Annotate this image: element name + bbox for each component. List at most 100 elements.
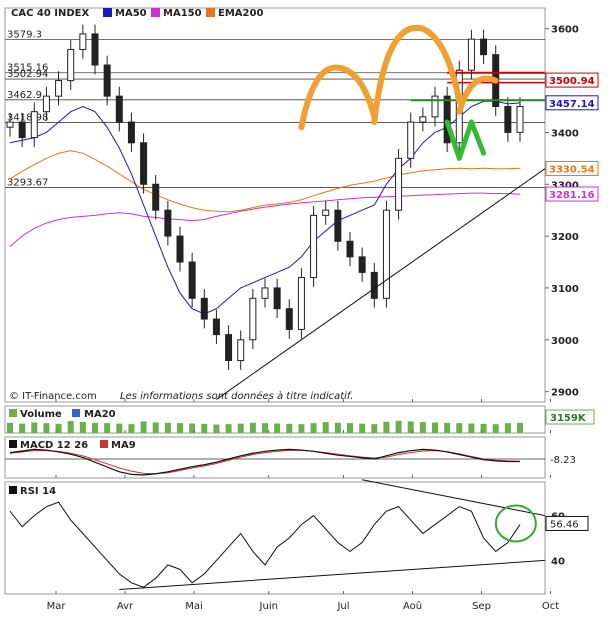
volume-bar <box>92 422 98 433</box>
candle-up <box>322 209 330 216</box>
legend-swatch <box>151 8 160 17</box>
footer-disclaimer: Les informations sont données à titre in… <box>120 390 353 402</box>
macd-line <box>9 448 520 476</box>
chart-title: CAC 40 INDEX <box>11 8 90 19</box>
volume-bar <box>480 423 487 433</box>
rsi-value-label: 56.46 <box>550 519 579 530</box>
rsi-panel-frame <box>4 481 546 595</box>
macd-panel-frame <box>4 436 546 479</box>
volume-bar <box>395 420 402 433</box>
volume-bar <box>432 422 438 433</box>
right-value-label: 3500.94 <box>549 76 595 87</box>
candle-up <box>67 48 75 82</box>
ma20-legend-label: MA20 <box>84 409 116 420</box>
candle-down <box>285 308 293 330</box>
volume-bar <box>31 422 38 433</box>
y-tick-label: 2900 <box>551 388 579 399</box>
volume-bar <box>164 422 171 433</box>
candle-down <box>225 334 233 362</box>
volume-bar <box>517 422 523 433</box>
y-tick-label: 3000 <box>551 336 579 347</box>
volume-bar <box>371 424 378 433</box>
volume-bar <box>334 422 341 433</box>
volume-legend-label: Volume <box>20 409 62 420</box>
volume-bar <box>43 423 50 433</box>
volume-bar <box>359 423 366 433</box>
volume-bar <box>128 424 135 433</box>
right-value-label: 3330.54 <box>549 164 595 175</box>
candle-up <box>516 106 524 133</box>
candle-down <box>480 38 488 56</box>
macd-value-label: -8.23 <box>550 455 576 466</box>
volume-bar <box>274 423 281 433</box>
candle-down <box>370 271 378 299</box>
right-value-box <box>545 160 599 176</box>
ma150-line <box>9 192 521 247</box>
volume-bar <box>104 423 111 433</box>
volume-bar <box>347 423 353 433</box>
candle-up <box>431 95 439 118</box>
y-tick-label: 3300 <box>551 180 579 191</box>
candle-down <box>443 95 451 144</box>
macd-legend-swatch <box>9 440 17 448</box>
volume-bar <box>201 423 208 433</box>
green-w-pattern <box>444 119 487 161</box>
ma9-legend-label: MA9 <box>111 440 136 451</box>
ma9-legend-swatch <box>100 440 108 448</box>
volume-value-box <box>545 409 595 425</box>
legend-swatch <box>103 8 112 17</box>
rsi-line <box>9 501 521 588</box>
volume-bar <box>237 423 244 433</box>
candle-down <box>334 209 342 242</box>
x-tick-label: Jul <box>336 601 349 612</box>
candle-down <box>188 261 196 299</box>
legend-label: MA50 <box>115 8 147 19</box>
right-value-box <box>545 186 599 202</box>
candle-down <box>91 33 99 66</box>
macd-legend-label: MACD 12 26 <box>20 440 88 451</box>
right-value-box <box>545 95 599 111</box>
level-label: 3462.9 <box>7 90 42 101</box>
y-tick-label: 3400 <box>551 128 579 139</box>
volume-bar <box>322 422 329 433</box>
rsi-value-box <box>545 515 589 531</box>
right-value-label: 3457.14 <box>549 99 595 110</box>
candle-up <box>310 214 318 279</box>
volume-bar <box>67 421 74 433</box>
rsi-legend-label: RSI 14 <box>20 486 56 497</box>
candle-down <box>273 287 281 310</box>
price-panel-frame <box>4 7 546 403</box>
candle-up <box>382 209 390 299</box>
candle-up <box>249 297 257 341</box>
candle-up <box>261 287 269 299</box>
candle-down <box>504 106 512 133</box>
volume-bar <box>468 423 475 433</box>
right-value-label: 3281.16 <box>549 190 595 201</box>
legend-label: MA150 <box>163 8 202 19</box>
volume-bar <box>55 423 62 433</box>
volume-bar <box>286 423 293 433</box>
rsi-tick-label: 40 <box>551 556 565 567</box>
level-label: 3293.67 <box>7 178 48 189</box>
volume-bar <box>298 424 305 433</box>
x-tick-label: Juin <box>259 601 278 612</box>
candle-down <box>140 142 148 185</box>
volume-bar <box>383 421 390 433</box>
volume-bar <box>310 423 317 433</box>
rsi-support-trendline <box>119 559 546 591</box>
orange-shoulder-left <box>298 64 378 131</box>
x-tick-label: Mar <box>47 601 67 612</box>
candle-up <box>395 157 403 211</box>
volume-bar <box>225 424 232 433</box>
level-label: 3579.3 <box>7 29 42 40</box>
y-tick-label: 3200 <box>551 232 579 243</box>
volume-legend-swatch <box>9 409 17 417</box>
volume-bar <box>444 422 451 433</box>
ma20-legend-swatch <box>72 409 80 417</box>
candle-down <box>103 64 111 97</box>
candle-down <box>212 318 220 336</box>
candle-up <box>30 111 38 139</box>
footer-copyright: © IT-Finance.com <box>9 391 97 402</box>
candle-up <box>407 121 415 159</box>
volume-bar <box>504 423 511 433</box>
